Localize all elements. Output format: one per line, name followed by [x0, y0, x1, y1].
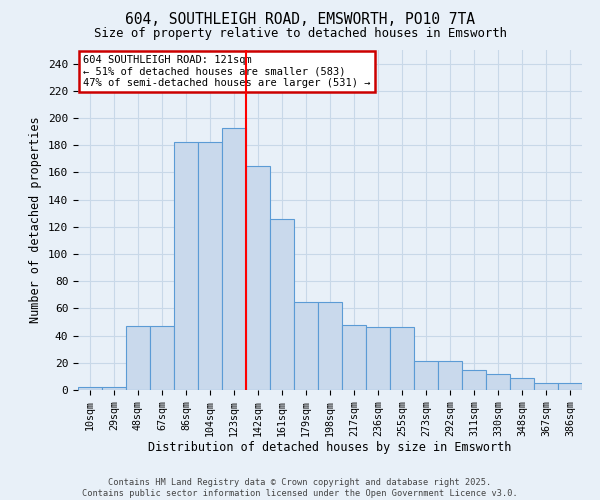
Bar: [294, 302, 318, 390]
Text: Size of property relative to detached houses in Emsworth: Size of property relative to detached ho…: [94, 28, 506, 40]
Bar: [462, 370, 486, 390]
X-axis label: Distribution of detached houses by size in Emsworth: Distribution of detached houses by size …: [148, 442, 512, 454]
Bar: [390, 328, 414, 390]
Bar: [510, 378, 534, 390]
Bar: [126, 326, 150, 390]
Bar: [342, 324, 366, 390]
Y-axis label: Number of detached properties: Number of detached properties: [29, 116, 43, 324]
Bar: [318, 302, 342, 390]
Bar: [486, 374, 510, 390]
Bar: [150, 326, 174, 390]
Bar: [102, 388, 126, 390]
Bar: [558, 383, 582, 390]
Bar: [414, 362, 438, 390]
Bar: [534, 383, 558, 390]
Bar: [270, 218, 294, 390]
Bar: [174, 142, 198, 390]
Bar: [198, 142, 222, 390]
Bar: [438, 362, 462, 390]
Text: Contains HM Land Registry data © Crown copyright and database right 2025.
Contai: Contains HM Land Registry data © Crown c…: [82, 478, 518, 498]
Bar: [78, 388, 102, 390]
Text: 604, SOUTHLEIGH ROAD, EMSWORTH, PO10 7TA: 604, SOUTHLEIGH ROAD, EMSWORTH, PO10 7TA: [125, 12, 475, 28]
Bar: [246, 166, 270, 390]
Bar: [366, 328, 390, 390]
Text: 604 SOUTHLEIGH ROAD: 121sqm
← 51% of detached houses are smaller (583)
47% of se: 604 SOUTHLEIGH ROAD: 121sqm ← 51% of det…: [83, 55, 371, 88]
Bar: [222, 128, 246, 390]
